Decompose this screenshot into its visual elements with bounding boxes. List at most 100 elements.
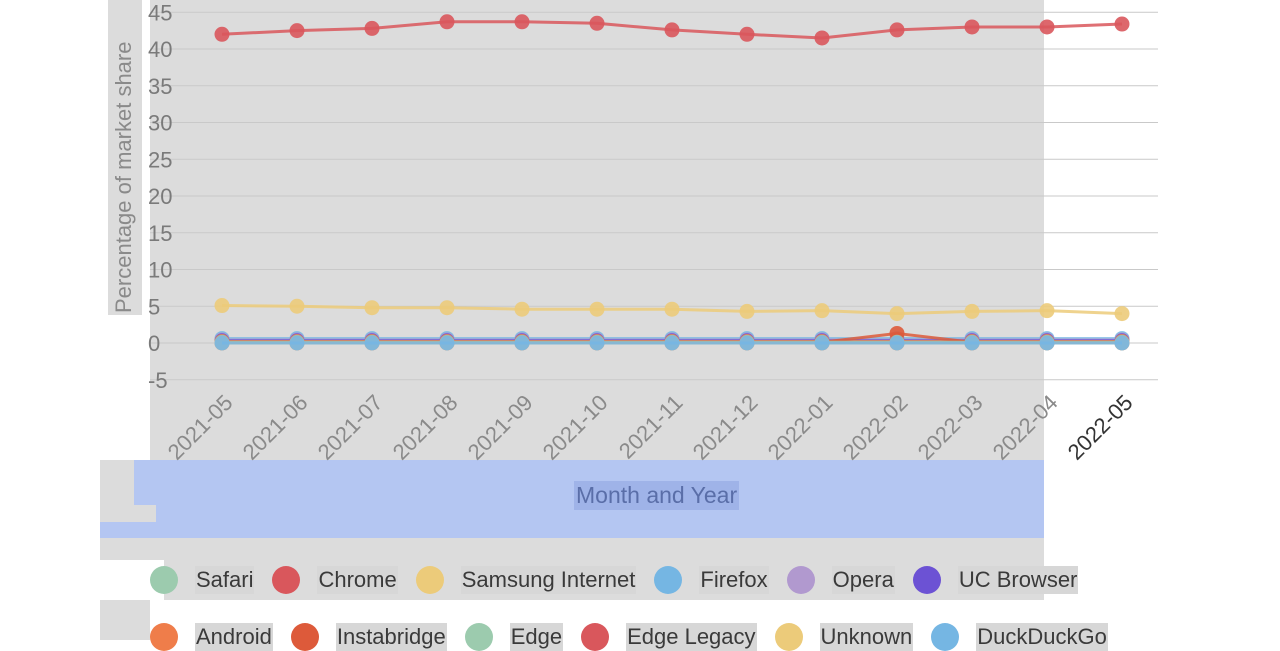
y-tick-label: 10	[148, 258, 172, 283]
legend-row-2: Android Instabridge Edge Edge Legacy Unknown…	[150, 623, 1126, 651]
legend-item[interactable]: Firefox	[654, 566, 769, 594]
data-point	[664, 22, 680, 38]
data-point	[514, 335, 530, 351]
legend-color-swatch	[654, 566, 683, 594]
data-point	[214, 335, 230, 351]
data-point	[1114, 335, 1130, 351]
x-tick-label: 2022-02	[838, 390, 913, 465]
legend-label: Chrome	[317, 566, 398, 594]
data-point	[289, 335, 305, 351]
plot-selection-overlay	[150, 0, 1044, 460]
legend-color-swatch	[774, 623, 803, 651]
y-tick-label: 25	[148, 147, 172, 172]
x-tick-label: 2021-09	[463, 390, 538, 465]
legend-item[interactable]: Edge Legacy	[581, 623, 757, 651]
legend-item[interactable]: Instabridge	[290, 623, 447, 651]
data-point	[889, 306, 905, 322]
data-point	[289, 298, 305, 314]
legend-item[interactable]: Android	[150, 623, 273, 651]
data-point	[889, 335, 905, 351]
y-tick-label: 0	[148, 331, 160, 356]
legend-label: Unknown	[819, 623, 914, 651]
data-point	[364, 300, 380, 316]
legend-label: Edge Legacy	[626, 623, 757, 651]
data-point	[1039, 335, 1055, 351]
ylabel-selection-overlay	[108, 0, 142, 315]
x-tick-label: 2022-04	[988, 390, 1063, 465]
data-point	[964, 303, 980, 319]
y-tick-label: -5	[148, 368, 168, 393]
data-point	[439, 14, 455, 30]
y-tick-label: 40	[148, 37, 172, 62]
data-point	[1039, 303, 1055, 319]
data-point	[1114, 16, 1130, 32]
x-tick-label: 2021-06	[238, 390, 313, 465]
x-tick-label: 2021-11	[614, 390, 688, 464]
data-point	[589, 335, 605, 351]
y-tick-label: 30	[148, 111, 172, 136]
legend-item[interactable]: Edge	[464, 623, 564, 651]
x-tick-label: 2021-07	[313, 390, 388, 465]
legend-color-swatch	[290, 623, 319, 651]
legend-label: Safari	[195, 566, 255, 594]
data-point	[739, 335, 755, 351]
legend-item[interactable]: Samsung Internet	[415, 566, 637, 594]
legend-item[interactable]: UC Browser	[912, 566, 1079, 594]
legend-item[interactable]: Safari	[150, 566, 255, 594]
y-tick-label: 5	[148, 294, 160, 319]
legend-label: Instabridge	[335, 623, 447, 651]
x-tick-label: 2022-01	[763, 390, 838, 465]
data-point	[664, 335, 680, 351]
y-tick-label: 20	[148, 184, 172, 209]
x-tick-label: 2021-05	[163, 390, 238, 465]
data-point	[1114, 306, 1130, 322]
xtitle-selection-overlay-2	[156, 505, 1044, 522]
data-point	[664, 301, 680, 317]
data-point	[964, 19, 980, 35]
data-point	[364, 20, 380, 36]
legend-label: DuckDuckGo	[976, 623, 1108, 651]
x-tick-label: 2021-10	[538, 390, 613, 465]
legend-color-swatch	[912, 566, 941, 594]
legend-label: Android	[195, 623, 273, 651]
data-point	[214, 298, 230, 314]
x-tick-label: 2021-12	[688, 390, 763, 465]
data-point	[289, 23, 305, 39]
x-tick-label: 2022-05	[1063, 390, 1138, 465]
data-point	[739, 303, 755, 319]
data-point	[814, 30, 830, 46]
data-point	[1039, 19, 1055, 35]
legend-label: UC Browser	[957, 566, 1079, 594]
data-point	[514, 14, 530, 30]
data-point	[589, 301, 605, 317]
data-point	[814, 335, 830, 351]
legend-item[interactable]: Opera	[786, 566, 895, 594]
legend-color-swatch	[272, 566, 301, 594]
data-point	[364, 335, 380, 351]
y-tick-label: 35	[148, 74, 172, 99]
legend-color-swatch	[464, 623, 493, 651]
data-point	[889, 22, 905, 38]
data-point	[589, 15, 605, 31]
x-tick-label: 2022-03	[913, 390, 988, 465]
x-axis-title: Month and Year	[574, 481, 740, 510]
legend-label: Samsung Internet	[460, 566, 637, 594]
legend-color-swatch	[786, 566, 815, 594]
xtitle-selection-overlay-3	[100, 522, 1044, 538]
legend-color-swatch	[415, 566, 444, 594]
data-point	[214, 26, 230, 42]
legend-label: Edge	[509, 623, 564, 651]
legend-item[interactable]: Unknown	[774, 623, 914, 651]
legend-color-swatch	[581, 623, 610, 651]
legend-color-swatch	[150, 566, 178, 594]
y-tick-label: 45	[148, 0, 172, 25]
data-point	[514, 301, 530, 317]
data-point	[739, 26, 755, 42]
legend-item[interactable]: DuckDuckGo	[931, 623, 1108, 651]
data-point	[439, 300, 455, 316]
data-point	[814, 303, 830, 319]
legend-color-swatch	[931, 623, 960, 651]
legend-color-swatch	[150, 623, 178, 651]
legend-item[interactable]: Chrome	[272, 566, 398, 594]
